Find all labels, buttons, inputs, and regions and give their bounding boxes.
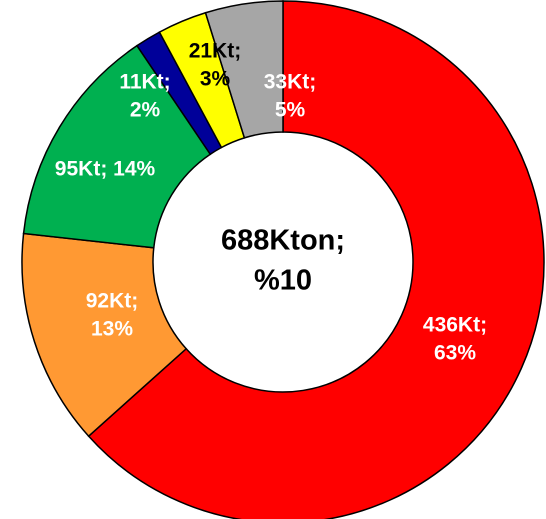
data-label: 95Kt; 14% <box>55 158 156 181</box>
center-label: %10 <box>254 265 312 297</box>
donut-slice <box>87 0 545 519</box>
center-label: 688Kton; <box>221 225 345 257</box>
data-label: 13% <box>91 318 133 341</box>
data-label: 3% <box>200 68 231 91</box>
donut-slice <box>22 44 212 249</box>
data-label: 92Kt; <box>86 290 139 313</box>
data-label: 11Kt; <box>119 71 170 94</box>
data-label: 33Kt; <box>264 71 317 94</box>
data-label: 63% <box>434 342 476 365</box>
data-label: 436Kt; <box>423 314 487 337</box>
data-label: 5% <box>275 99 306 122</box>
data-label: 21Kt; <box>189 40 242 63</box>
donut-slice <box>21 232 188 438</box>
donut-slice <box>204 0 284 139</box>
data-label: 2% <box>130 99 161 122</box>
